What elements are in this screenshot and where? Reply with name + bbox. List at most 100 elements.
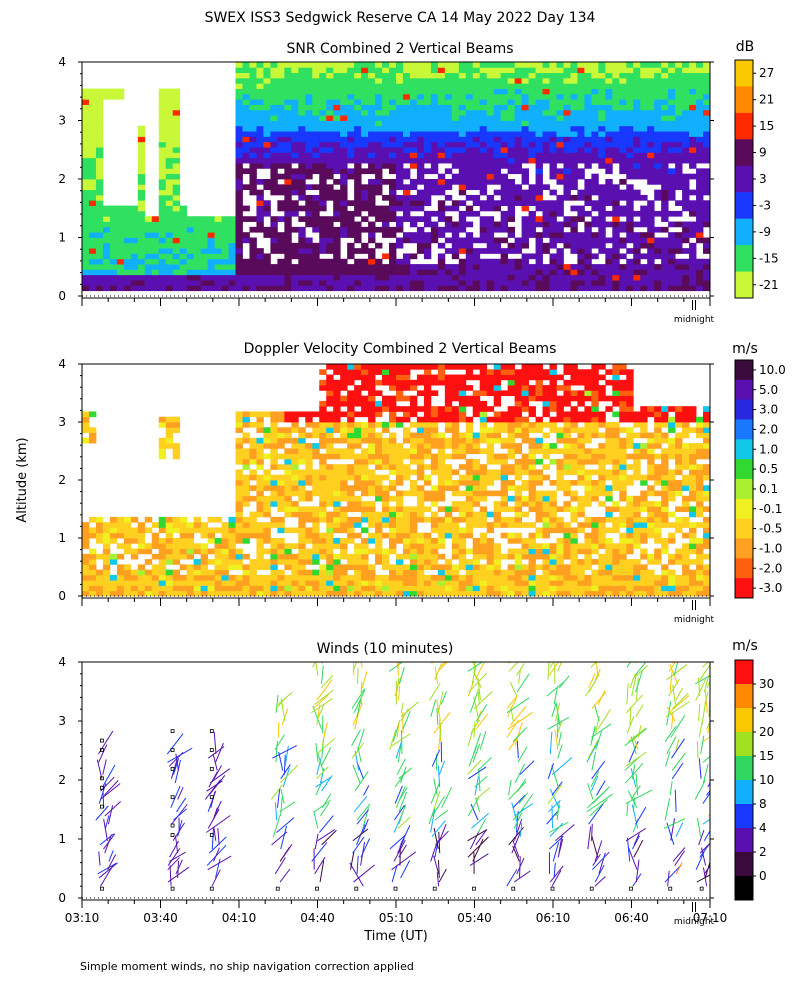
snr-cell (437, 120, 446, 127)
snr-cell (305, 253, 313, 260)
doppler-cell (458, 516, 467, 523)
doppler-cell (319, 569, 327, 576)
snr-cell (298, 99, 306, 105)
snr-cell (137, 274, 146, 281)
snr-cell (661, 67, 669, 74)
snr-cell (144, 258, 153, 265)
snr-cell (291, 242, 299, 249)
snr-cell (291, 173, 299, 180)
snr-cell (200, 274, 208, 281)
doppler-cell (326, 416, 334, 423)
snr-cell (284, 184, 292, 191)
snr-cell (507, 109, 516, 116)
snr-cell (591, 131, 599, 137)
snr-cell (88, 189, 97, 196)
snr-cell (382, 125, 390, 132)
doppler-cell (382, 464, 390, 470)
snr-cell (493, 125, 502, 132)
snr-cell (165, 184, 174, 191)
doppler-cell (409, 364, 418, 370)
doppler-cell (409, 564, 418, 571)
doppler-cell (479, 432, 488, 439)
doppler-cell (249, 474, 257, 481)
snr-cell (389, 258, 397, 265)
snr-cell (235, 115, 243, 121)
doppler-cell (416, 538, 425, 544)
doppler-cell (102, 532, 111, 539)
snr-cell (514, 157, 522, 164)
snr-cell (165, 274, 174, 281)
doppler-cell (270, 427, 278, 433)
doppler-cell (528, 495, 536, 502)
snr-cell (549, 237, 557, 244)
snr-cell (256, 216, 264, 222)
snr-cell (88, 125, 97, 132)
snr-cell (333, 152, 341, 159)
snr-cell (605, 210, 613, 217)
doppler-cell (437, 411, 446, 418)
doppler-cell (375, 422, 383, 428)
snr-cell (291, 99, 299, 105)
snr-cell (458, 163, 467, 169)
snr-cell (179, 242, 188, 249)
snr-cell (696, 264, 704, 270)
snr-cell (416, 205, 425, 212)
doppler-cell (298, 538, 306, 544)
doppler-cell (354, 427, 362, 433)
doppler-cell (137, 574, 146, 581)
snr-cell (647, 77, 655, 84)
doppler-cell (430, 427, 439, 433)
doppler-cell (277, 480, 285, 486)
doppler-cell (354, 485, 362, 491)
doppler-cell (458, 395, 467, 402)
snr-cell (647, 274, 655, 281)
snr-cell (375, 77, 383, 84)
doppler-cell (500, 506, 509, 513)
doppler-cell (326, 364, 334, 370)
snr-cell (305, 173, 313, 180)
snr-cell (591, 77, 599, 84)
doppler-cell (514, 369, 522, 375)
doppler-cell (451, 422, 460, 428)
doppler-cell (193, 564, 202, 571)
snr-cell (563, 242, 571, 249)
snr-cell (682, 221, 690, 228)
snr-cell (682, 200, 690, 206)
snr-cell (584, 77, 592, 84)
snr-cell (298, 179, 306, 185)
snr-cell (563, 67, 571, 74)
doppler-cell (256, 453, 264, 460)
snr-cell (514, 141, 522, 148)
snr-cell (221, 253, 229, 260)
snr-cell (375, 152, 383, 159)
doppler-cell (396, 395, 404, 402)
snr-cell (598, 67, 606, 74)
snr-cell (256, 274, 264, 281)
snr-cell (654, 253, 662, 260)
snr-cell (598, 93, 606, 100)
doppler-cell (514, 569, 522, 576)
doppler-cell (472, 485, 481, 491)
doppler-cell (242, 464, 250, 470)
snr-cell (347, 93, 355, 100)
doppler-cell (340, 564, 348, 571)
doppler-cell (158, 437, 167, 444)
doppler-cell (109, 590, 118, 597)
snr-cell (291, 285, 299, 292)
snr-cell (88, 269, 97, 276)
snr-cell (682, 194, 690, 201)
snr-cell (472, 141, 481, 148)
snr-cell (263, 120, 271, 127)
snr-cell (465, 77, 474, 84)
snr-cell (375, 179, 383, 185)
colorbar-swatch (735, 139, 753, 167)
snr-cell (305, 136, 313, 143)
doppler-cell (116, 564, 125, 571)
snr-cell (347, 232, 355, 238)
doppler-cell (116, 522, 125, 528)
snr-cell (668, 285, 676, 292)
snr-cell (207, 264, 215, 270)
doppler-cell (354, 443, 362, 449)
doppler-cell (409, 574, 418, 581)
doppler-cell (102, 590, 111, 597)
